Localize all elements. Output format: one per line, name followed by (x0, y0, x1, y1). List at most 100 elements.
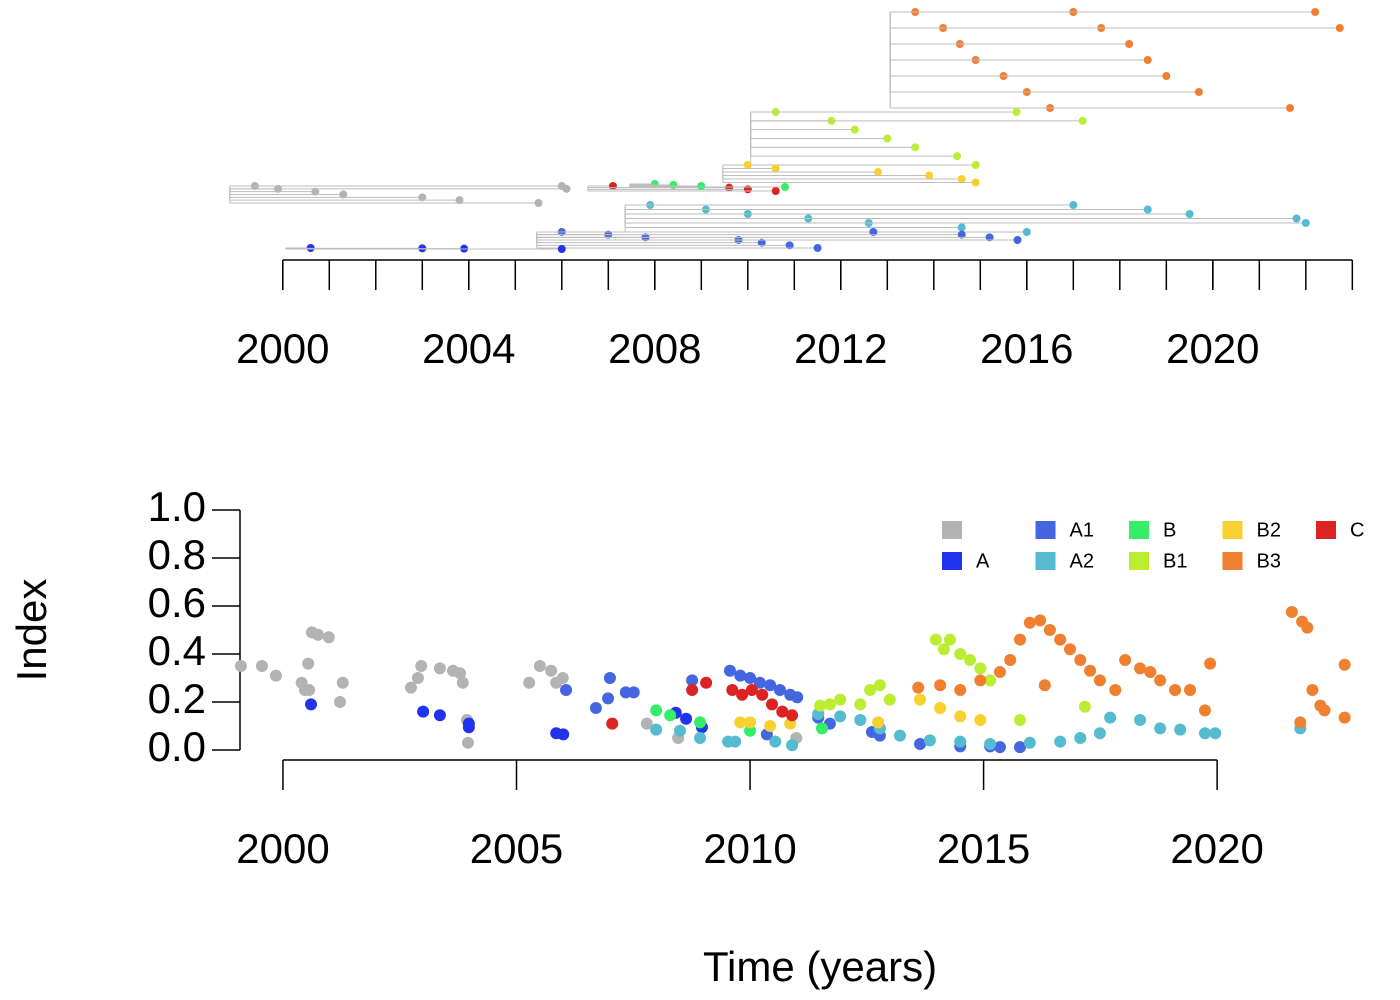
tip (1335, 24, 1344, 32)
x-tick-label: 2015 (937, 825, 1030, 872)
x-tick-label: 2000 (236, 325, 329, 372)
tip (925, 171, 934, 180)
point (974, 714, 987, 726)
point (1014, 714, 1027, 726)
legend-label: A (976, 550, 990, 572)
tip (757, 238, 766, 247)
y-tick-label: 0.8 (148, 531, 206, 578)
tip (562, 184, 571, 193)
point (1154, 674, 1167, 687)
legend-swatch (1035, 552, 1056, 570)
x-tick-label: 2000 (236, 825, 329, 872)
x-tick-label: 2020 (1170, 825, 1263, 872)
point (404, 681, 417, 694)
point (745, 684, 758, 696)
point (929, 633, 942, 646)
point (664, 709, 677, 722)
point (769, 735, 782, 748)
point (786, 709, 799, 722)
point (433, 709, 446, 722)
point (734, 669, 747, 682)
point (1119, 654, 1132, 666)
point (934, 702, 947, 714)
y-tick-label: 1.0 (148, 483, 206, 530)
point (756, 688, 769, 701)
x-tick-label: 2016 (980, 325, 1073, 372)
tip (771, 187, 780, 195)
tip (883, 134, 892, 143)
point (873, 679, 886, 692)
point (1318, 704, 1331, 717)
tip (608, 182, 617, 190)
tip (1012, 108, 1021, 116)
tip (1301, 219, 1310, 227)
point (815, 722, 828, 735)
point (1054, 633, 1067, 646)
point (603, 672, 616, 684)
legend-label: B (1163, 519, 1176, 541)
point (1169, 684, 1182, 696)
point (1209, 727, 1222, 740)
x-tick-label: 2012 (794, 325, 887, 372)
tip (1185, 210, 1194, 218)
point (1174, 723, 1187, 736)
point (786, 739, 799, 752)
point (523, 676, 536, 689)
point (1023, 616, 1036, 629)
legend-label: C (1350, 519, 1364, 541)
point (914, 738, 927, 750)
point (1198, 704, 1211, 717)
point (673, 724, 686, 737)
point (1198, 727, 1211, 740)
y-tick-label: 0.4 (148, 627, 206, 674)
x-tick-label: 2005 (470, 825, 563, 872)
point (934, 679, 947, 692)
tip (957, 230, 966, 239)
y-tick-label: 0.2 (148, 675, 206, 722)
point (923, 734, 936, 747)
point (1301, 621, 1314, 634)
point (302, 657, 315, 670)
point (766, 698, 779, 711)
point (560, 684, 573, 696)
tip (813, 244, 822, 252)
point (736, 688, 749, 701)
point (1093, 727, 1106, 740)
point (729, 735, 742, 748)
point (1294, 716, 1307, 729)
point (893, 729, 906, 742)
point (744, 716, 757, 729)
tip (1162, 72, 1171, 80)
tip (957, 223, 966, 232)
point (823, 698, 836, 711)
tip (743, 161, 752, 169)
tip (697, 182, 706, 190)
tip (1143, 205, 1152, 214)
point (456, 676, 469, 689)
point (883, 693, 896, 706)
point (1054, 735, 1067, 748)
tip (1311, 8, 1320, 16)
point (1084, 664, 1097, 677)
tip (971, 178, 980, 187)
tip (1143, 56, 1152, 64)
tip (869, 228, 878, 236)
point (533, 660, 546, 672)
point (854, 714, 867, 726)
legend-swatch (1316, 521, 1336, 539)
tip (985, 233, 994, 242)
x-tick-label: 2020 (1166, 325, 1259, 372)
point (964, 654, 977, 666)
tip (557, 245, 566, 253)
legend-label: A1 (1070, 519, 1094, 541)
point (1144, 666, 1157, 678)
point (1109, 684, 1122, 696)
point (627, 686, 640, 699)
point (1184, 684, 1197, 696)
point (433, 662, 446, 675)
point (864, 684, 877, 696)
tip (1292, 214, 1301, 223)
point (954, 684, 967, 696)
x-tick-label: 2004 (422, 325, 515, 372)
point (744, 672, 757, 684)
